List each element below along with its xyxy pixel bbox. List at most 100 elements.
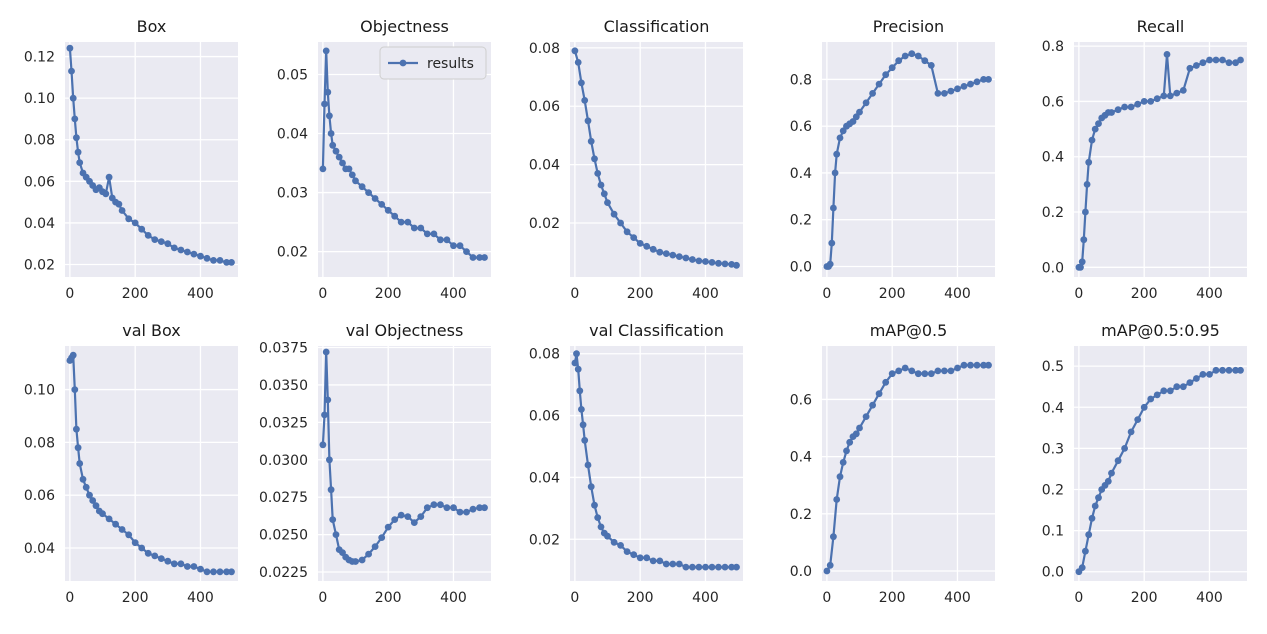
- data-point: [823, 567, 831, 575]
- data-point: [927, 370, 935, 378]
- data-point: [118, 526, 126, 533]
- data-point: [914, 370, 922, 378]
- data-point: [450, 242, 457, 250]
- data-point: [1114, 457, 1122, 465]
- x-tick-label: 0: [318, 590, 327, 606]
- data-point: [836, 473, 844, 481]
- data-point: [1163, 51, 1171, 58]
- data-point: [875, 390, 883, 398]
- data-point: [721, 260, 729, 268]
- data-point: [908, 50, 916, 58]
- data-point: [581, 97, 589, 104]
- data-point: [1091, 125, 1099, 133]
- data-point: [1085, 531, 1093, 539]
- legend: results: [379, 46, 487, 80]
- data-point: [125, 215, 133, 223]
- data-point: [1077, 263, 1084, 271]
- y-tick-label: 0.06: [24, 174, 55, 190]
- data-point: [597, 181, 605, 189]
- data-point: [184, 248, 191, 256]
- data-point: [358, 556, 366, 564]
- data-point: [345, 165, 353, 173]
- data-point: [1173, 89, 1181, 97]
- y-tick-label: 0.08: [529, 41, 560, 57]
- data-point: [1179, 383, 1187, 391]
- data-point: [404, 513, 412, 520]
- data-point: [882, 71, 890, 79]
- data-point: [417, 224, 425, 232]
- data-point: [203, 254, 211, 262]
- x-tick-label: 200: [122, 286, 149, 302]
- data-point: [675, 560, 683, 568]
- data-point: [69, 351, 77, 359]
- data-point: [335, 153, 343, 161]
- data-point: [456, 242, 464, 250]
- x-tick-label: 400: [944, 590, 971, 606]
- data-point: [1121, 103, 1128, 111]
- data-point: [715, 563, 722, 571]
- data-point: [437, 501, 444, 509]
- data-point: [1179, 87, 1187, 94]
- data-point: [228, 568, 235, 576]
- data-point: [960, 83, 968, 90]
- data-point: [875, 80, 883, 88]
- data-point: [397, 511, 405, 519]
- data-point: [895, 367, 903, 375]
- data-point: [365, 550, 372, 558]
- x-tick-label: 0: [65, 286, 74, 302]
- data-point: [1206, 371, 1213, 378]
- data-point: [1095, 120, 1102, 127]
- data-point: [587, 483, 595, 491]
- series-results: [319, 348, 488, 565]
- data-point: [339, 159, 346, 167]
- data-point: [649, 245, 657, 253]
- x-tick-label: 200: [879, 286, 906, 302]
- data-point: [623, 548, 631, 555]
- y-tick-label: 0.05: [277, 67, 308, 83]
- x-tick-label: 400: [440, 590, 467, 606]
- y-tick-label: 0.0375: [259, 340, 308, 356]
- data-point: [151, 552, 159, 560]
- data-point: [831, 169, 839, 177]
- data-point: [1080, 236, 1088, 244]
- data-point: [157, 555, 165, 562]
- y-tick-label: 0.02: [277, 245, 308, 261]
- data-point: [849, 118, 857, 125]
- subplot-title: mAP@0.5:0.95: [1101, 321, 1220, 340]
- data-point: [1082, 547, 1089, 555]
- data-point: [584, 461, 592, 469]
- data-point: [332, 531, 340, 538]
- y-tick-label: 0.0225: [259, 565, 308, 581]
- y-tick-label: 0.8: [790, 72, 812, 88]
- data-point: [1078, 564, 1086, 571]
- data-point: [578, 406, 585, 413]
- y-tick-label: 0.0275: [259, 490, 308, 506]
- y-tick-label: 0.03: [277, 186, 308, 202]
- data-point: [662, 250, 670, 257]
- x-tick-label: 400: [187, 590, 214, 606]
- subplot-title: Objectness: [360, 17, 449, 36]
- series-results: [571, 47, 740, 269]
- subplot-title: val Box: [122, 321, 181, 340]
- plot-background: [1074, 346, 1247, 581]
- data-point: [1153, 95, 1161, 103]
- data-point: [469, 505, 477, 513]
- x-tick-label: 0: [822, 590, 831, 606]
- data-point: [112, 520, 119, 528]
- data-point: [443, 504, 451, 512]
- data-point: [947, 367, 955, 375]
- y-tick-label: 0.06: [529, 409, 560, 425]
- x-tick-label: 0: [822, 286, 831, 302]
- y-tick-label: 0.0250: [259, 528, 308, 544]
- data-point: [967, 80, 974, 88]
- data-point: [1173, 383, 1181, 391]
- data-point: [1186, 64, 1194, 72]
- data-point: [1082, 208, 1089, 216]
- data-point: [733, 261, 740, 269]
- data-point: [450, 504, 457, 512]
- series-line: [826, 52, 989, 268]
- data-point: [702, 258, 709, 265]
- y-tick-label: 0.02: [529, 216, 560, 232]
- data-point: [728, 563, 735, 571]
